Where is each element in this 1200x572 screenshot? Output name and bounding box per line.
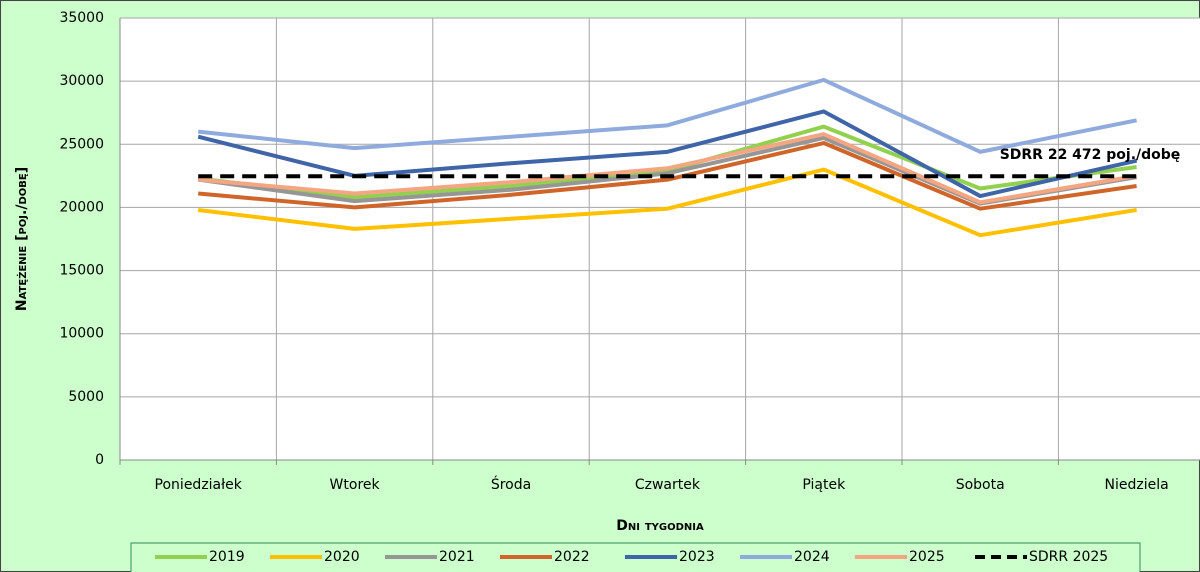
x-tick-label: Czwartek	[635, 477, 701, 493]
y-tick-label: 20000	[59, 199, 104, 215]
legend-label: 2023	[679, 549, 715, 565]
y-tick-label: 25000	[59, 136, 104, 152]
series-line	[197, 167, 1137, 238]
legend-label: 2019	[209, 549, 245, 565]
x-tick-label: Piątek	[802, 477, 846, 493]
legend-label: 2020	[324, 549, 360, 565]
series-line	[198, 141, 1137, 211]
y-tick-label: 30000	[59, 73, 104, 89]
series-line	[197, 77, 1137, 154]
x-tick-label: Niedziela	[1105, 477, 1169, 493]
legend-label: 2021	[439, 549, 475, 565]
x-tick-label: Środa	[491, 475, 531, 493]
x-axis-title: Dni tygodnia	[616, 518, 704, 534]
y-axis-title: Natężenie [poj./dobę]	[14, 167, 30, 311]
plot-area	[120, 18, 1200, 460]
x-tick-label: Wtorek	[330, 477, 381, 493]
y-tick-label: 10000	[59, 326, 104, 342]
x-tick-label: Sobota	[956, 477, 1005, 493]
legend-label: 2024	[794, 549, 830, 565]
y-tick-label: 35000	[59, 10, 104, 26]
legend-label: 2025	[909, 549, 945, 565]
series-line	[198, 132, 1137, 205]
legend-label: 2022	[554, 549, 590, 565]
annotation: SDRR 22 472 poj./dobę	[1000, 147, 1181, 163]
y-tick-label: 5000	[68, 389, 104, 405]
y-tick-label: 0	[95, 452, 104, 468]
legend-label: SDRR 2025	[1029, 549, 1108, 565]
x-tick-label: Poniedziałek	[155, 477, 243, 493]
series-line	[197, 124, 1137, 200]
y-tick-label: 15000	[59, 263, 104, 279]
